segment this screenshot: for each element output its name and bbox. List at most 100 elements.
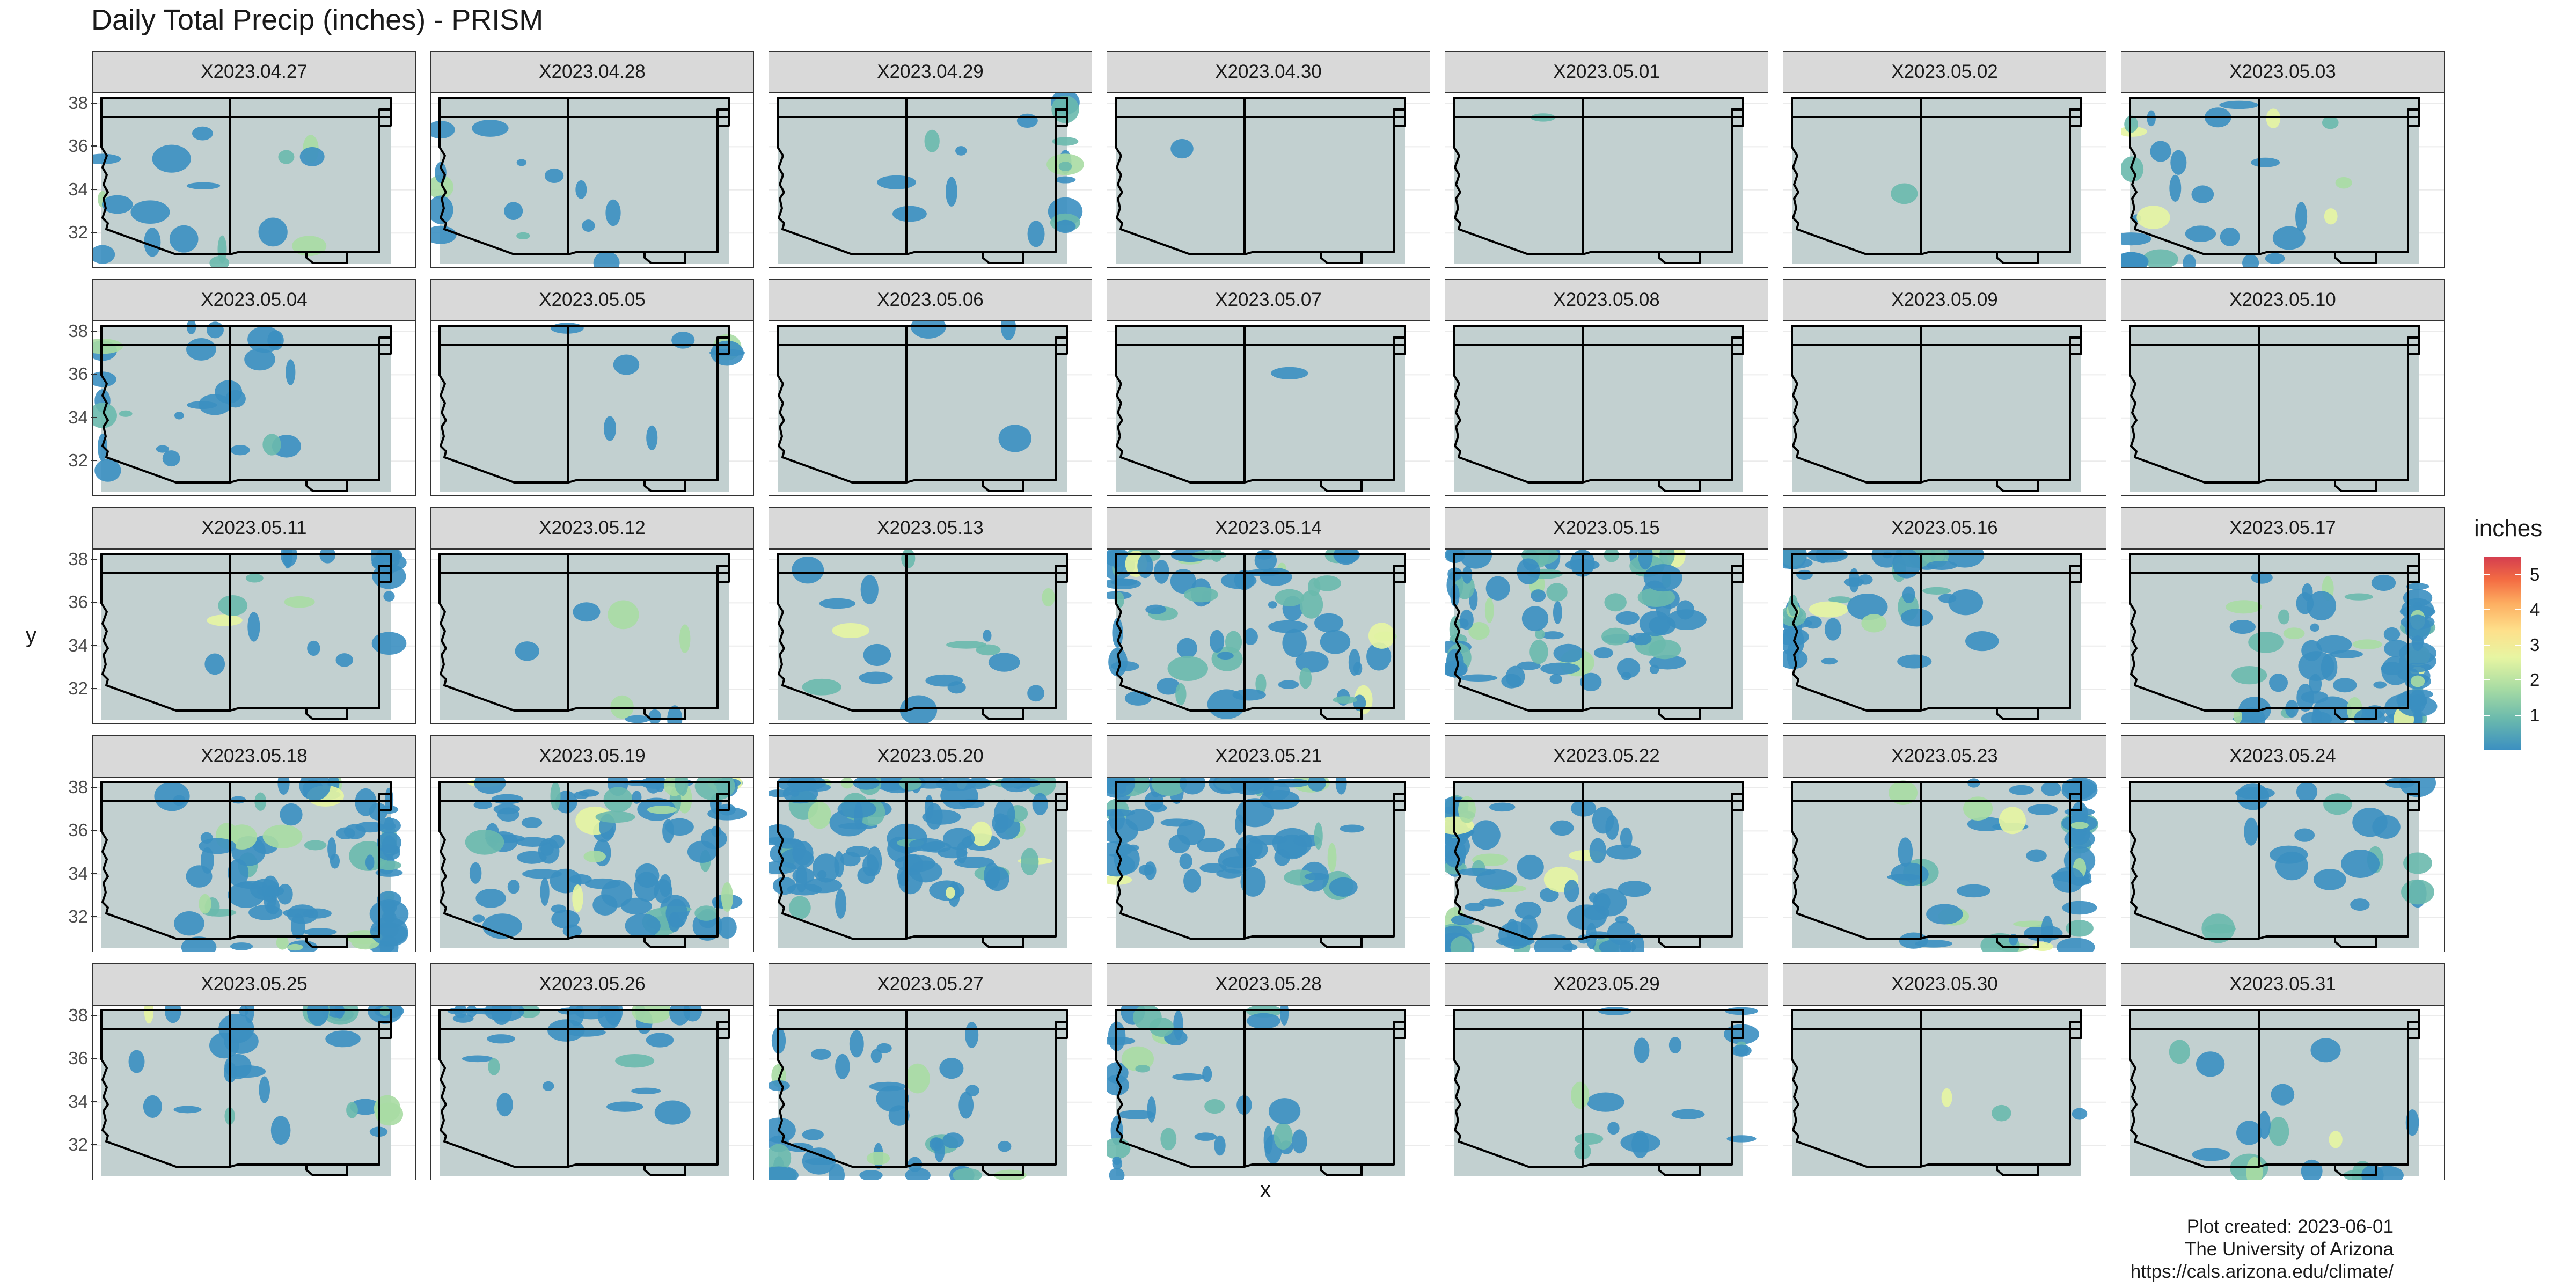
precip-cell bbox=[278, 150, 295, 164]
precip-cell bbox=[625, 715, 650, 723]
precip-cell bbox=[1020, 848, 1039, 875]
precip-cell bbox=[550, 781, 561, 811]
state-border bbox=[438, 325, 569, 484]
state-border bbox=[438, 1009, 569, 1168]
legend-tick-mark bbox=[2484, 714, 2490, 716]
precip-map-svg bbox=[1783, 97, 2106, 264]
precip-cell bbox=[370, 917, 408, 946]
precip-cell bbox=[287, 943, 303, 951]
precip-cell bbox=[2192, 1148, 2230, 1161]
precip-cell bbox=[1476, 869, 1517, 890]
facet-panel: X2023.05.17 bbox=[2121, 507, 2445, 724]
precip-cell bbox=[215, 380, 243, 404]
precip-cell bbox=[889, 778, 898, 790]
precip-cell bbox=[1630, 632, 1652, 646]
facet-panel: X2023.05.31 bbox=[2121, 963, 2445, 1180]
precip-cell bbox=[647, 806, 677, 814]
precip-cell bbox=[1194, 1132, 1217, 1141]
precip-cell bbox=[186, 865, 213, 888]
precip-cell bbox=[186, 182, 221, 189]
legend-tick-label: 4 bbox=[2530, 599, 2540, 620]
state-border bbox=[2258, 781, 2420, 948]
precip-cell bbox=[2313, 869, 2346, 890]
precip-cell bbox=[1210, 630, 1225, 653]
precip-cell bbox=[2316, 635, 2352, 654]
state-border bbox=[777, 1009, 908, 1168]
precip-cell bbox=[634, 872, 660, 902]
facet-strip-label: X2023.05.29 bbox=[1445, 963, 1768, 1005]
facet-map bbox=[1107, 549, 1430, 724]
precip-cell bbox=[507, 880, 520, 894]
state-border bbox=[1582, 553, 1744, 720]
precip-cell bbox=[515, 837, 550, 847]
state-border bbox=[568, 781, 730, 948]
facet-panel: X2023.05.29 bbox=[1445, 963, 1768, 1180]
precip-cell bbox=[1861, 614, 1887, 633]
precip-cell bbox=[620, 897, 652, 915]
facet-map bbox=[2121, 1005, 2445, 1180]
state-border bbox=[100, 1009, 231, 1168]
precip-cell bbox=[2335, 177, 2352, 189]
precip-cell bbox=[1649, 655, 1686, 670]
facet-panel: X2023.04.29 bbox=[769, 51, 1092, 268]
precip-cell bbox=[2332, 678, 2357, 693]
precip-cell bbox=[2229, 620, 2256, 634]
state-border bbox=[1920, 325, 2082, 492]
state-border bbox=[438, 782, 730, 811]
precip-cell bbox=[2041, 915, 2053, 945]
y-tick-labels: 32 34 36 38 bbox=[43, 549, 97, 723]
precip-cell bbox=[1175, 683, 1187, 706]
precip-cell bbox=[1992, 1104, 2011, 1122]
precip-cell bbox=[572, 884, 583, 912]
y-tick-label: 36 bbox=[68, 364, 88, 384]
state-border bbox=[230, 781, 392, 948]
precip-map-svg bbox=[93, 778, 415, 952]
precip-cell bbox=[2373, 681, 2387, 689]
y-tick-labels: 32 34 36 38 bbox=[43, 1005, 97, 1179]
facet-strip-label: X2023.05.14 bbox=[1107, 507, 1430, 549]
precip-cell bbox=[2403, 852, 2432, 874]
precip-cell bbox=[2233, 709, 2242, 723]
precip-cell bbox=[792, 841, 814, 866]
precip-cell bbox=[1898, 837, 1913, 867]
precip-cell bbox=[1263, 1126, 1273, 1155]
precip-cell bbox=[2219, 100, 2259, 109]
precip-cell bbox=[1731, 1044, 1752, 1057]
state-border bbox=[2258, 553, 2420, 720]
land-raster bbox=[778, 326, 1067, 492]
precip-cell bbox=[325, 1030, 361, 1048]
land-raster bbox=[1454, 326, 1743, 492]
facet-panel: X2023.05.11 bbox=[92, 507, 416, 724]
precip-cell bbox=[1202, 1066, 1212, 1082]
y-tick-labels: 32 34 36 38 bbox=[43, 321, 97, 495]
precip-map-svg bbox=[1445, 325, 1768, 492]
precip-cell bbox=[965, 1022, 979, 1048]
precip-cell bbox=[615, 1053, 655, 1068]
state-border bbox=[1791, 781, 1922, 940]
precip-cell bbox=[2272, 226, 2306, 250]
facet-panel: X2023.05.15 bbox=[1445, 507, 1768, 724]
precip-cell bbox=[206, 321, 224, 339]
precip-cell bbox=[101, 195, 133, 214]
state-border bbox=[1920, 97, 2082, 264]
facet-map bbox=[430, 549, 754, 724]
legend-tick-label: 3 bbox=[2530, 634, 2540, 655]
state-border bbox=[2129, 1010, 2420, 1039]
state-border bbox=[1791, 325, 1922, 484]
precip-cell bbox=[792, 556, 824, 584]
precip-cell bbox=[1107, 1036, 1136, 1045]
precip-map-svg bbox=[93, 97, 415, 267]
facet-panel: X2023.05.16 bbox=[1783, 507, 2106, 724]
precip-cell bbox=[371, 632, 407, 655]
precip-cell bbox=[1235, 814, 1245, 835]
precip-cell bbox=[1564, 880, 1579, 902]
precip-cell bbox=[377, 860, 401, 870]
precip-cell bbox=[942, 828, 975, 850]
y-tick-mark bbox=[91, 232, 97, 233]
precip-map-svg bbox=[1445, 781, 1768, 952]
precip-cell bbox=[1137, 554, 1153, 579]
precip-cell bbox=[1479, 898, 1504, 907]
facet-map bbox=[1107, 777, 1430, 952]
facet-panel: X2023.05.09 bbox=[1783, 279, 2106, 496]
